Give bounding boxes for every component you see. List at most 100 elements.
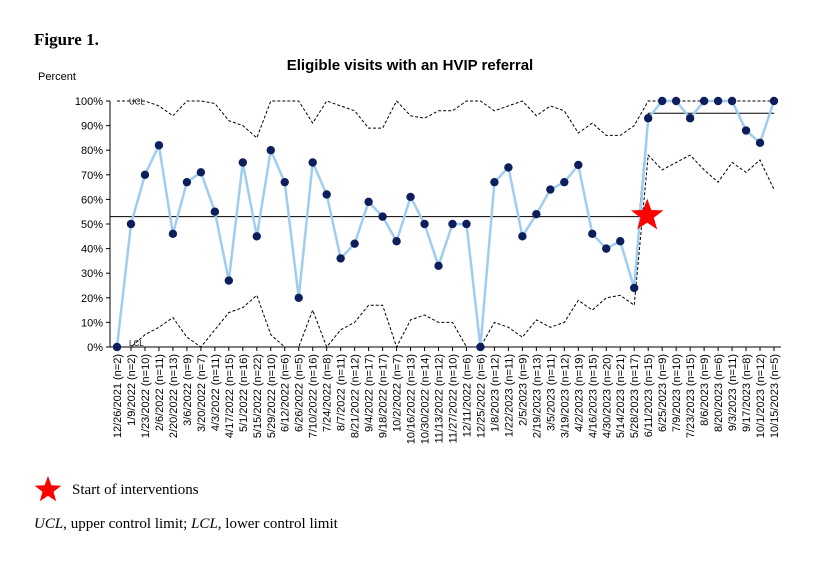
x-tick-label: 1/23/2022 (n=10) [140, 354, 152, 438]
x-tick-label: 2/5/2023 (n=9) [517, 354, 529, 426]
x-tick-label: 7/23/2023 (n=15) [685, 354, 697, 438]
data-point [490, 177, 499, 187]
data-point [252, 232, 261, 241]
data-point [308, 158, 317, 167]
x-tick-labels: 12/26/2021 (n=2) 1/9/2022 (n=2) 1/23/2022 … [112, 347, 781, 444]
footnote-ucl-text: upper control limit; [66, 516, 192, 532]
x-tick-label: 8/6/2023 (n=9) [699, 354, 711, 426]
x-tick-label: 5/14/2023 (n=21) [615, 354, 627, 438]
x-tick-label: 1/8/2023 (n=12) [489, 354, 501, 432]
ucl-line [117, 100, 774, 139]
x-tick-label: 4/16/2023 (n=15) [587, 354, 599, 438]
data-point [532, 209, 541, 219]
x-tick-label: 12/11/2022 (n=6) [461, 354, 473, 437]
data-point [224, 276, 234, 285]
data-point [546, 185, 555, 194]
ucl-label: UCL [129, 98, 146, 107]
data-point [657, 96, 667, 106]
data-points [112, 96, 779, 352]
x-tick-label: 9/4/2022 (n=17) [364, 354, 376, 432]
data-point [378, 212, 387, 221]
x-tick-label: 6/11/2023 (n=15) [643, 354, 655, 437]
x-tick-label: 7/10/2022 (n=16) [308, 354, 320, 438]
data-point [643, 114, 653, 123]
x-tick-label: 5/28/2023 (n=17) [629, 354, 641, 438]
star-icon [34, 476, 62, 502]
data-point [154, 141, 164, 150]
x-tick-label: 6/12/2022 (n=6) [280, 354, 292, 432]
data-point [769, 96, 779, 106]
y-tick-label: 100% [75, 96, 103, 108]
x-tick-label: 6/26/2022 (n=5) [294, 354, 306, 432]
intervention-star [631, 198, 664, 230]
data-point [266, 146, 275, 155]
data-series [115, 99, 776, 349]
x-tick-label: 3/19/2023 (n=12) [559, 354, 571, 438]
x-tick-label: 5/1/2022 (n=16) [238, 354, 250, 432]
y-tick-label: 60% [81, 194, 103, 206]
x-tick-label: 5/15/2022 (n=22) [252, 354, 264, 438]
data-point [322, 190, 331, 199]
data-point [196, 168, 206, 177]
y-tick-label: 90% [81, 121, 103, 133]
x-tick-label: 1/9/2022 (n=2) [126, 354, 138, 426]
y-tick-label: 10% [81, 317, 103, 329]
x-tick-label: 2/20/2022 (n=13) [168, 354, 180, 438]
x-tick-label: 10/16/2022 (n=13) [406, 354, 418, 444]
footnote-ucl-abbr: UCL, [34, 516, 67, 532]
y-tick-label: 40% [81, 244, 103, 256]
x-tick-label: 4/30/2023 (n=20) [601, 354, 613, 438]
x-tick-label: 10/30/2022 (n=14) [420, 354, 432, 444]
footnote: UCL, upper control limit; LCL, lower con… [34, 516, 338, 533]
data-point [182, 177, 192, 187]
x-tick-label: 12/26/2021 (n=2) [112, 354, 124, 438]
x-tick-label: 7/9/2023 (n=10) [671, 354, 683, 432]
data-point [699, 96, 709, 106]
x-tick-label: 9/18/2022 (n=17) [378, 354, 390, 438]
data-point [350, 239, 359, 248]
data-point [518, 232, 527, 241]
lcl-label: LCL [129, 339, 144, 348]
x-tick-label: 1/22/2023 (n=11) [503, 354, 515, 437]
x-tick-label: 9/17/2023 (n=8) [741, 354, 753, 432]
x-tick-label: 2/6/2022 (n=11) [154, 354, 166, 431]
x-tick-label: 2/19/2023 (n=13) [531, 354, 543, 438]
data-point [476, 342, 485, 352]
x-tick-label: 4/2/2023 (n=19) [573, 354, 585, 432]
lcl-line [117, 153, 775, 349]
x-tick-label: 10/1/2023 (n=12) [755, 354, 767, 438]
y-tick-label: 30% [81, 268, 103, 280]
x-tick-label: 3/5/2023 (n=11) [545, 354, 557, 431]
data-point [434, 261, 443, 271]
y-tick-label: 70% [81, 170, 103, 182]
data-point [392, 237, 401, 246]
data-point [294, 293, 303, 302]
legend: Start of interventions [32, 475, 199, 505]
x-tick-label: 3/20/2022 (n=7) [196, 354, 208, 432]
x-tick-label: 4/17/2022 (n=15) [224, 354, 236, 438]
center-lines [110, 112, 774, 218]
y-tick-labels: 0% 10% 20% 30% 40% 50% 60% 70% 80% 90% 100% [75, 96, 110, 354]
legend-star-label: Start of interventions [72, 481, 199, 498]
data-point [685, 114, 695, 123]
data-point [448, 219, 457, 229]
data-point [504, 163, 513, 172]
x-tick-label: 12/25/2022 (n=6) [475, 354, 487, 438]
y-tick-label: 0% [87, 342, 103, 354]
data-point [755, 138, 765, 148]
data-point [280, 177, 289, 187]
data-point [126, 219, 136, 229]
data-point [420, 219, 429, 229]
data-point [140, 170, 150, 179]
x-tick-label: 5/29/2022 (n=10) [266, 354, 278, 438]
x-tick-label: 4/3/2022 (n=11) [210, 354, 222, 431]
axes [109, 101, 781, 348]
x-tick-label: 6/25/2023 (n=9) [657, 354, 669, 432]
data-point [588, 229, 597, 239]
x-tick-label: 8/21/2022 (n=12) [350, 354, 362, 438]
data-point [574, 160, 583, 170]
data-point [741, 126, 751, 135]
x-tick-label: 8/20/2023 (n=6) [713, 354, 725, 432]
data-point [616, 237, 625, 246]
